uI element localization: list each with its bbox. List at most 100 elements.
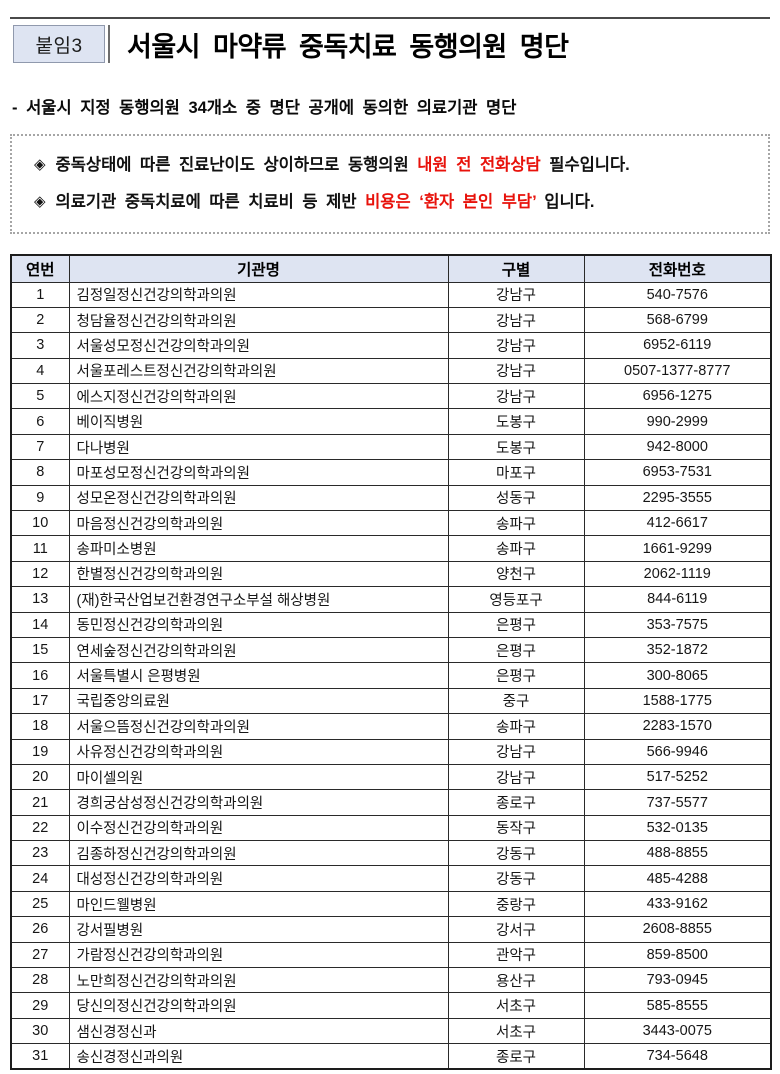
cell-district: 성동구 bbox=[447, 484, 585, 512]
table-row: 25 마인드웰병원 중랑구 433-9162 bbox=[10, 890, 772, 918]
notice-line-1: ◈ 중독상태에 따른 진료난이도 상이하므로 동행의원 내원 전 전화상담 필수입… bbox=[34, 147, 750, 184]
cell-name: 서울으뜸정신건강의학과의원 bbox=[68, 713, 449, 740]
cell-name: 서울특별시 은평병원 bbox=[68, 662, 449, 689]
cell-phone: 532-0135 bbox=[583, 814, 772, 842]
cell-name: 베이직병원 bbox=[68, 408, 449, 435]
clinic-table: 연번 기관명 구별 전화번호 1 김정일정신건강의학과의원 강남구 540-7576 2 청담율… bbox=[10, 254, 772, 1071]
cell-no: 17 bbox=[10, 687, 70, 715]
cell-district: 송파구 bbox=[447, 535, 585, 562]
cell-name: 서울성모정신건강의학과의원 bbox=[68, 332, 449, 359]
cell-name: (재)한국산업보건환경연구소부설 해상병원 bbox=[68, 586, 449, 613]
cell-phone: 737-5577 bbox=[583, 789, 772, 816]
cell-district: 강남구 bbox=[447, 383, 585, 410]
table-row: 4 서울포레스트정신건강의학과의원 강남구 0507-1377-8777 bbox=[10, 357, 772, 385]
top-rule bbox=[10, 17, 770, 19]
cell-name: 다나병원 bbox=[68, 433, 449, 461]
cell-phone: 2283-1570 bbox=[583, 713, 772, 740]
table-row: 8 마포성모정신건강의학과의원 마포구 6953-7531 bbox=[10, 459, 772, 486]
cell-phone: 1588-1775 bbox=[583, 687, 772, 715]
cell-district: 송파구 bbox=[447, 510, 585, 537]
table-row: 10 마음정신건강의학과의원 송파구 412-6617 bbox=[10, 510, 772, 537]
notice-box: ◈ 중독상태에 따른 진료난이도 상이하므로 동행의원 내원 전 전화상담 필수입… bbox=[10, 134, 770, 234]
cell-name: 동민정신건강의학과의원 bbox=[68, 611, 449, 638]
cell-no: 30 bbox=[10, 1017, 70, 1045]
cell-phone: 990-2999 bbox=[583, 408, 772, 435]
cell-name: 국립중앙의료원 bbox=[68, 687, 449, 715]
cell-phone: 859-8500 bbox=[583, 941, 772, 969]
table-row: 11 송파미소병원 송파구 1661-9299 bbox=[10, 535, 772, 562]
cell-phone: 1661-9299 bbox=[583, 535, 772, 562]
cell-no: 11 bbox=[10, 535, 70, 562]
diamond-bullet-icon: ◈ bbox=[34, 193, 46, 210]
cell-name: 한별정신건강의학과의원 bbox=[68, 560, 449, 588]
table-row: 1 김정일정신건강의학과의원 강남구 540-7576 bbox=[10, 281, 772, 308]
cell-phone: 412-6617 bbox=[583, 510, 772, 537]
cell-no: 26 bbox=[10, 916, 70, 943]
cell-district: 강남구 bbox=[447, 738, 585, 765]
cell-phone: 585-8555 bbox=[583, 992, 772, 1019]
table-row: 3 서울성모정신건강의학과의원 강남구 6952-6119 bbox=[10, 332, 772, 359]
cell-name: 청담율정신건강의학과의원 bbox=[68, 306, 449, 334]
table-row: 31 송신경정신과의원 종로구 734-5648 bbox=[10, 1043, 772, 1070]
cell-phone: 3443-0075 bbox=[583, 1017, 772, 1045]
cell-phone: 6952-6119 bbox=[583, 332, 772, 359]
cell-name: 마포성모정신건강의학과의원 bbox=[68, 459, 449, 486]
cell-no: 10 bbox=[10, 510, 70, 537]
table-row: 2 청담율정신건강의학과의원 강남구 568-6799 bbox=[10, 306, 772, 334]
table-row: 18 서울으뜸정신건강의학과의원 송파구 2283-1570 bbox=[10, 713, 772, 740]
cell-phone: 352-1872 bbox=[583, 636, 772, 664]
cell-no: 29 bbox=[10, 992, 70, 1019]
cell-no: 20 bbox=[10, 763, 70, 791]
table-row: 27 가람정신건강의학과의원 관악구 859-8500 bbox=[10, 941, 772, 969]
cell-phone: 353-7575 bbox=[583, 611, 772, 638]
cell-no: 2 bbox=[10, 306, 70, 334]
cell-no: 8 bbox=[10, 459, 70, 486]
cell-phone: 300-8065 bbox=[583, 662, 772, 689]
cell-district: 종로구 bbox=[447, 789, 585, 816]
cell-district: 강동구 bbox=[447, 840, 585, 867]
cell-name: 대성정신건강의학과의원 bbox=[68, 865, 449, 892]
cell-phone: 2295-3555 bbox=[583, 484, 772, 512]
cell-district: 관악구 bbox=[447, 941, 585, 969]
cell-district: 강남구 bbox=[447, 281, 585, 308]
cell-district: 종로구 bbox=[447, 1043, 585, 1070]
table-row: 16 서울특별시 은평병원 은평구 300-8065 bbox=[10, 662, 772, 689]
cell-name: 김종하정신건강의학과의원 bbox=[68, 840, 449, 867]
cell-no: 31 bbox=[10, 1043, 70, 1070]
table-row: 29 당신의정신건강의학과의원 서초구 585-8555 bbox=[10, 992, 772, 1019]
cell-no: 19 bbox=[10, 738, 70, 765]
cell-no: 6 bbox=[10, 408, 70, 435]
cell-phone: 2608-8855 bbox=[583, 916, 772, 943]
cell-no: 3 bbox=[10, 332, 70, 359]
cell-name: 경희궁삼성정신건강의학과의원 bbox=[68, 789, 449, 816]
cell-district: 도봉구 bbox=[447, 408, 585, 435]
notice-text: 입니다. bbox=[536, 193, 595, 211]
cell-no: 23 bbox=[10, 840, 70, 867]
cell-no: 18 bbox=[10, 713, 70, 740]
table-row: 22 이수정신건강의학과의원 동작구 532-0135 bbox=[10, 814, 772, 842]
page-title: 서울시 마약류 중독치료 동행의원 명단 bbox=[127, 31, 569, 62]
cell-district: 강남구 bbox=[447, 306, 585, 334]
cell-no: 22 bbox=[10, 814, 70, 842]
cell-no: 9 bbox=[10, 484, 70, 512]
cell-district: 동작구 bbox=[447, 814, 585, 842]
cell-name: 이수정신건강의학과의원 bbox=[68, 814, 449, 842]
table-row: 13 (재)한국산업보건환경연구소부설 해상병원 영등포구 844-6119 bbox=[10, 586, 772, 613]
notice-text: 중독상태에 따른 진료난이도 상이하므로 동행의원 bbox=[55, 156, 418, 174]
table-row: 7 다나병원 도봉구 942-8000 bbox=[10, 433, 772, 461]
table-row: 9 성모온정신건강의학과의원 성동구 2295-3555 bbox=[10, 484, 772, 512]
cell-phone: 0507-1377-8777 bbox=[583, 357, 772, 385]
table-row: 23 김종하정신건강의학과의원 강동구 488-8855 bbox=[10, 840, 772, 867]
cell-name: 당신의정신건강의학과의원 bbox=[68, 992, 449, 1019]
table-row: 30 샘신경정신과 서초구 3443-0075 bbox=[10, 1017, 772, 1045]
page-subtitle: - 서울시 지정 동행의원 34개소 중 명단 공개에 동의한 의료기관 명단 bbox=[12, 99, 517, 117]
cell-district: 강남구 bbox=[447, 357, 585, 385]
table-row: 6 베이직병원 도봉구 990-2999 bbox=[10, 408, 772, 435]
table-row: 15 연세숲정신건강의학과의원 은평구 352-1872 bbox=[10, 636, 772, 664]
cell-name: 성모온정신건강의학과의원 bbox=[68, 484, 449, 512]
notice-text: 필수입니다. bbox=[540, 156, 630, 174]
cell-phone: 485-4288 bbox=[583, 865, 772, 892]
cell-phone: 844-6119 bbox=[583, 586, 772, 613]
table-row: 19 사유정신건강의학과의원 강남구 566-9946 bbox=[10, 738, 772, 765]
cell-district: 강동구 bbox=[447, 865, 585, 892]
